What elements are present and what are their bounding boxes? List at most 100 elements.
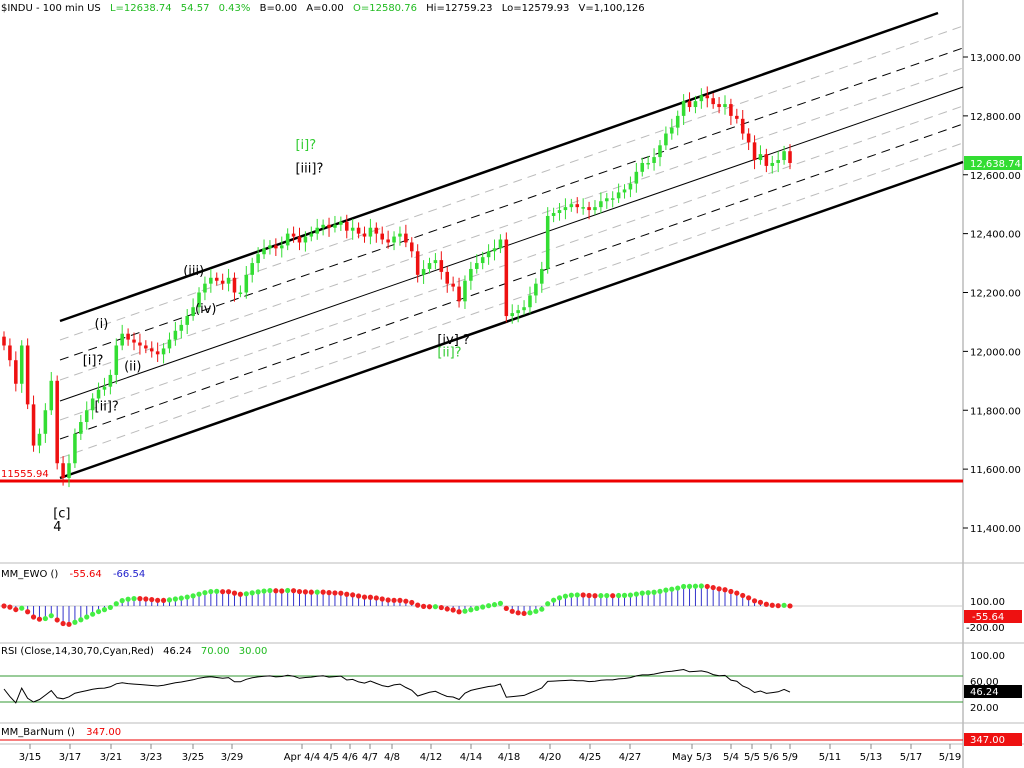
ewo-dot xyxy=(592,593,598,599)
candle-body xyxy=(616,192,621,199)
time-axis-label: May 5/3 xyxy=(672,752,712,763)
candle-body xyxy=(368,227,373,237)
candle-body xyxy=(238,292,243,294)
candle-body xyxy=(421,268,426,275)
candle-body xyxy=(675,115,680,128)
candle-body xyxy=(415,251,420,275)
candle-body xyxy=(362,233,367,237)
barnum-value-tag-bg xyxy=(964,733,1022,746)
candle-body xyxy=(563,207,568,211)
candle-body xyxy=(356,227,361,234)
candle-body xyxy=(510,313,515,317)
rsi-tick-2: 60.00 xyxy=(970,677,999,688)
price-tick-label: 11,600.00 xyxy=(970,465,1021,476)
candle-body xyxy=(380,233,384,240)
ewo-dot xyxy=(143,596,149,602)
candle-body xyxy=(167,339,172,349)
rsi-tick-1: 100.00 xyxy=(970,651,1005,662)
candle-body xyxy=(652,157,656,163)
ewo-dot xyxy=(716,586,722,592)
ewo-dot xyxy=(320,589,326,595)
candle-body xyxy=(79,422,83,434)
ewo-dot xyxy=(190,593,196,599)
time-axis-label: 4/5 xyxy=(323,752,339,763)
rsi-label: RSI (Close,14,30,70,Cyan,Red) xyxy=(1,646,154,657)
time-axis-label: 4/12 xyxy=(420,752,442,763)
time-axis-label: 4/25 xyxy=(579,752,601,763)
candle-body xyxy=(605,198,609,202)
ewo-dot xyxy=(90,611,96,617)
ewo-dot xyxy=(344,591,350,597)
ewo-value-tag-bg xyxy=(964,610,1022,623)
ewo-value2: -66.54 xyxy=(113,569,145,580)
candle-body xyxy=(557,210,562,214)
time-axis-label: 5/6 xyxy=(763,752,779,763)
ewo-dot xyxy=(196,591,202,597)
ewo-dot xyxy=(722,587,728,593)
ewo-dot xyxy=(302,589,308,595)
candle-body xyxy=(191,307,195,317)
candle-body xyxy=(404,233,408,243)
ewo-dot xyxy=(60,620,66,627)
ewo-dot xyxy=(237,591,243,597)
ewo-dot xyxy=(7,604,13,610)
price-axis: 13,000.00 12,800.00 12,600.00 12,400.00 12,2… xyxy=(963,53,1021,535)
ewo-dot xyxy=(533,608,539,614)
ewo-dot xyxy=(314,589,320,595)
ewo-dot xyxy=(72,619,78,625)
support-label: 11555.94 xyxy=(1,469,49,480)
ewo-dot xyxy=(586,592,592,599)
time-axis-label: 3/15 xyxy=(19,752,41,763)
candle-body xyxy=(758,154,763,161)
time-axis-label: 5/11 xyxy=(819,752,841,763)
time-axis-label: 4/18 xyxy=(498,752,520,763)
candle-body xyxy=(610,198,615,200)
candle-body xyxy=(746,133,751,143)
rsi-upper: 70.00 xyxy=(201,646,230,657)
candle-body xyxy=(486,251,491,258)
ewo-dot xyxy=(48,613,54,619)
ewo-dot xyxy=(562,593,569,599)
ewo-dot xyxy=(332,590,338,596)
ewo-dot xyxy=(367,594,374,600)
candle-body xyxy=(214,277,219,281)
candle-body xyxy=(705,95,710,99)
candle-body xyxy=(49,380,54,411)
wave-label: (ii) xyxy=(124,360,141,375)
ewo-dot xyxy=(290,588,297,594)
barnum-value-tag: 347.00 xyxy=(970,735,1005,746)
ewo-dot xyxy=(633,591,639,597)
ewo-dot xyxy=(95,608,102,615)
rsi-value-tag-bg xyxy=(964,685,1022,698)
ewo-dot xyxy=(397,597,403,603)
price-tick-label: 11,800.00 xyxy=(970,406,1021,417)
candle-body xyxy=(61,463,65,478)
candle-body xyxy=(575,204,580,208)
ewo-dot xyxy=(598,593,604,599)
ewo-dot xyxy=(740,592,746,599)
candle-body xyxy=(268,245,272,249)
trend-channel-lines xyxy=(59,11,964,480)
time-axis-label: 4/6 xyxy=(342,752,358,763)
candle-body xyxy=(179,324,184,331)
price-tick-label: 13,000.00 xyxy=(970,53,1021,64)
candle-body xyxy=(687,101,692,108)
candle-body xyxy=(498,239,503,249)
ewo-dot xyxy=(710,584,716,591)
ewo-dot xyxy=(355,593,362,599)
ewo-dot xyxy=(326,590,332,596)
rsi-lower: 30.00 xyxy=(239,646,268,657)
candle-body xyxy=(622,189,627,193)
candle-body xyxy=(350,227,355,231)
candle-body xyxy=(729,104,733,116)
ewo-dot xyxy=(296,588,303,595)
candle-body xyxy=(752,142,757,161)
candle-body xyxy=(25,345,30,405)
rsi-line xyxy=(3,668,791,704)
candle-body xyxy=(339,221,343,225)
candle-body xyxy=(309,233,314,237)
ewo-dot xyxy=(119,598,125,604)
ewo-dot xyxy=(568,592,574,598)
candles xyxy=(2,86,792,488)
ewo-dot xyxy=(149,596,155,603)
